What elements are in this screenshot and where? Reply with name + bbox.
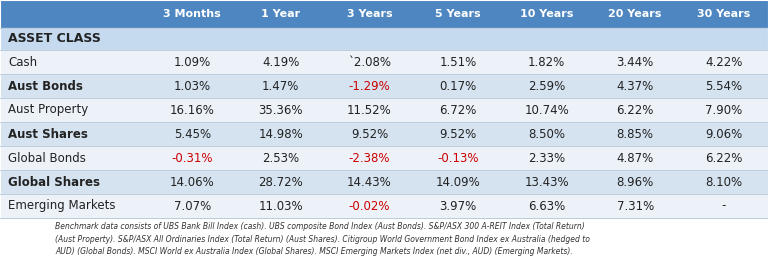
Text: 3 Years: 3 Years: [346, 9, 392, 19]
Text: 4.19%: 4.19%: [262, 55, 300, 68]
Text: 11.03%: 11.03%: [259, 199, 303, 212]
Text: 28.72%: 28.72%: [259, 176, 303, 189]
Text: 1.47%: 1.47%: [262, 79, 300, 93]
Text: -: -: [721, 199, 726, 212]
Bar: [0, 50, 768, 74]
Text: Cash: Cash: [8, 55, 37, 68]
Text: 16.16%: 16.16%: [170, 104, 215, 117]
Text: 7.07%: 7.07%: [174, 199, 211, 212]
Text: Emerging Markets: Emerging Markets: [8, 199, 115, 212]
Text: 3.44%: 3.44%: [617, 55, 654, 68]
Text: 6.72%: 6.72%: [439, 104, 477, 117]
Text: 2.59%: 2.59%: [528, 79, 565, 93]
Text: 5 Years: 5 Years: [435, 9, 481, 19]
Text: 8.85%: 8.85%: [617, 127, 654, 140]
Text: Benchmark data consists of UBS Bank Bill Index (cash). UBS composite Bond Index : Benchmark data consists of UBS Bank Bill…: [55, 222, 590, 256]
Text: Aust Bonds: Aust Bonds: [8, 79, 83, 93]
Text: 4.87%: 4.87%: [617, 152, 654, 165]
Text: 9.52%: 9.52%: [439, 127, 477, 140]
Text: Global Shares: Global Shares: [8, 176, 100, 189]
Text: 10 Years: 10 Years: [520, 9, 573, 19]
Text: -2.38%: -2.38%: [349, 152, 390, 165]
Bar: [0, 146, 768, 170]
Text: 5.45%: 5.45%: [174, 127, 211, 140]
Text: 5.54%: 5.54%: [705, 79, 743, 93]
Text: 14.98%: 14.98%: [259, 127, 303, 140]
Text: 9.52%: 9.52%: [351, 127, 388, 140]
Text: 14.06%: 14.06%: [170, 176, 215, 189]
Text: 0.17%: 0.17%: [439, 79, 477, 93]
Text: 6.22%: 6.22%: [617, 104, 654, 117]
Text: -0.13%: -0.13%: [437, 152, 478, 165]
Bar: [0, 74, 768, 98]
Bar: [0, 170, 768, 194]
Text: 1.51%: 1.51%: [439, 55, 477, 68]
Text: 14.09%: 14.09%: [435, 176, 480, 189]
Text: 7.90%: 7.90%: [705, 104, 743, 117]
Bar: [0, 98, 768, 122]
Text: 8.96%: 8.96%: [617, 176, 654, 189]
Text: 9.06%: 9.06%: [705, 127, 743, 140]
Text: 2.53%: 2.53%: [263, 152, 300, 165]
Text: 7.31%: 7.31%: [617, 199, 654, 212]
Bar: [0, 28, 768, 50]
Text: 1 Year: 1 Year: [261, 9, 300, 19]
Text: -1.29%: -1.29%: [349, 79, 390, 93]
Text: `2.08%: `2.08%: [348, 55, 391, 68]
Text: ASSET CLASS: ASSET CLASS: [8, 32, 101, 45]
Text: 20 Years: 20 Years: [608, 9, 662, 19]
Text: 3 Months: 3 Months: [164, 9, 221, 19]
Text: 2.33%: 2.33%: [528, 152, 565, 165]
Text: 4.22%: 4.22%: [705, 55, 743, 68]
Text: 14.43%: 14.43%: [347, 176, 392, 189]
Text: 1.03%: 1.03%: [174, 79, 211, 93]
Text: 10.74%: 10.74%: [525, 104, 569, 117]
Text: Aust Shares: Aust Shares: [8, 127, 88, 140]
Bar: [0, 0, 768, 28]
Text: 13.43%: 13.43%: [525, 176, 569, 189]
Text: 1.82%: 1.82%: [528, 55, 565, 68]
Text: 6.63%: 6.63%: [528, 199, 565, 212]
Text: 8.10%: 8.10%: [705, 176, 743, 189]
Text: 30 Years: 30 Years: [697, 9, 750, 19]
Text: 1.09%: 1.09%: [174, 55, 211, 68]
Text: 8.50%: 8.50%: [528, 127, 565, 140]
Bar: [0, 122, 768, 146]
Text: Global Bonds: Global Bonds: [8, 152, 86, 165]
Text: 6.22%: 6.22%: [705, 152, 743, 165]
Text: Aust Property: Aust Property: [8, 104, 88, 117]
Text: 11.52%: 11.52%: [347, 104, 392, 117]
Bar: [0, 194, 768, 218]
Text: 3.97%: 3.97%: [439, 199, 477, 212]
Text: 35.36%: 35.36%: [259, 104, 303, 117]
Text: -0.02%: -0.02%: [349, 199, 390, 212]
Text: 4.37%: 4.37%: [617, 79, 654, 93]
Text: -0.31%: -0.31%: [171, 152, 213, 165]
